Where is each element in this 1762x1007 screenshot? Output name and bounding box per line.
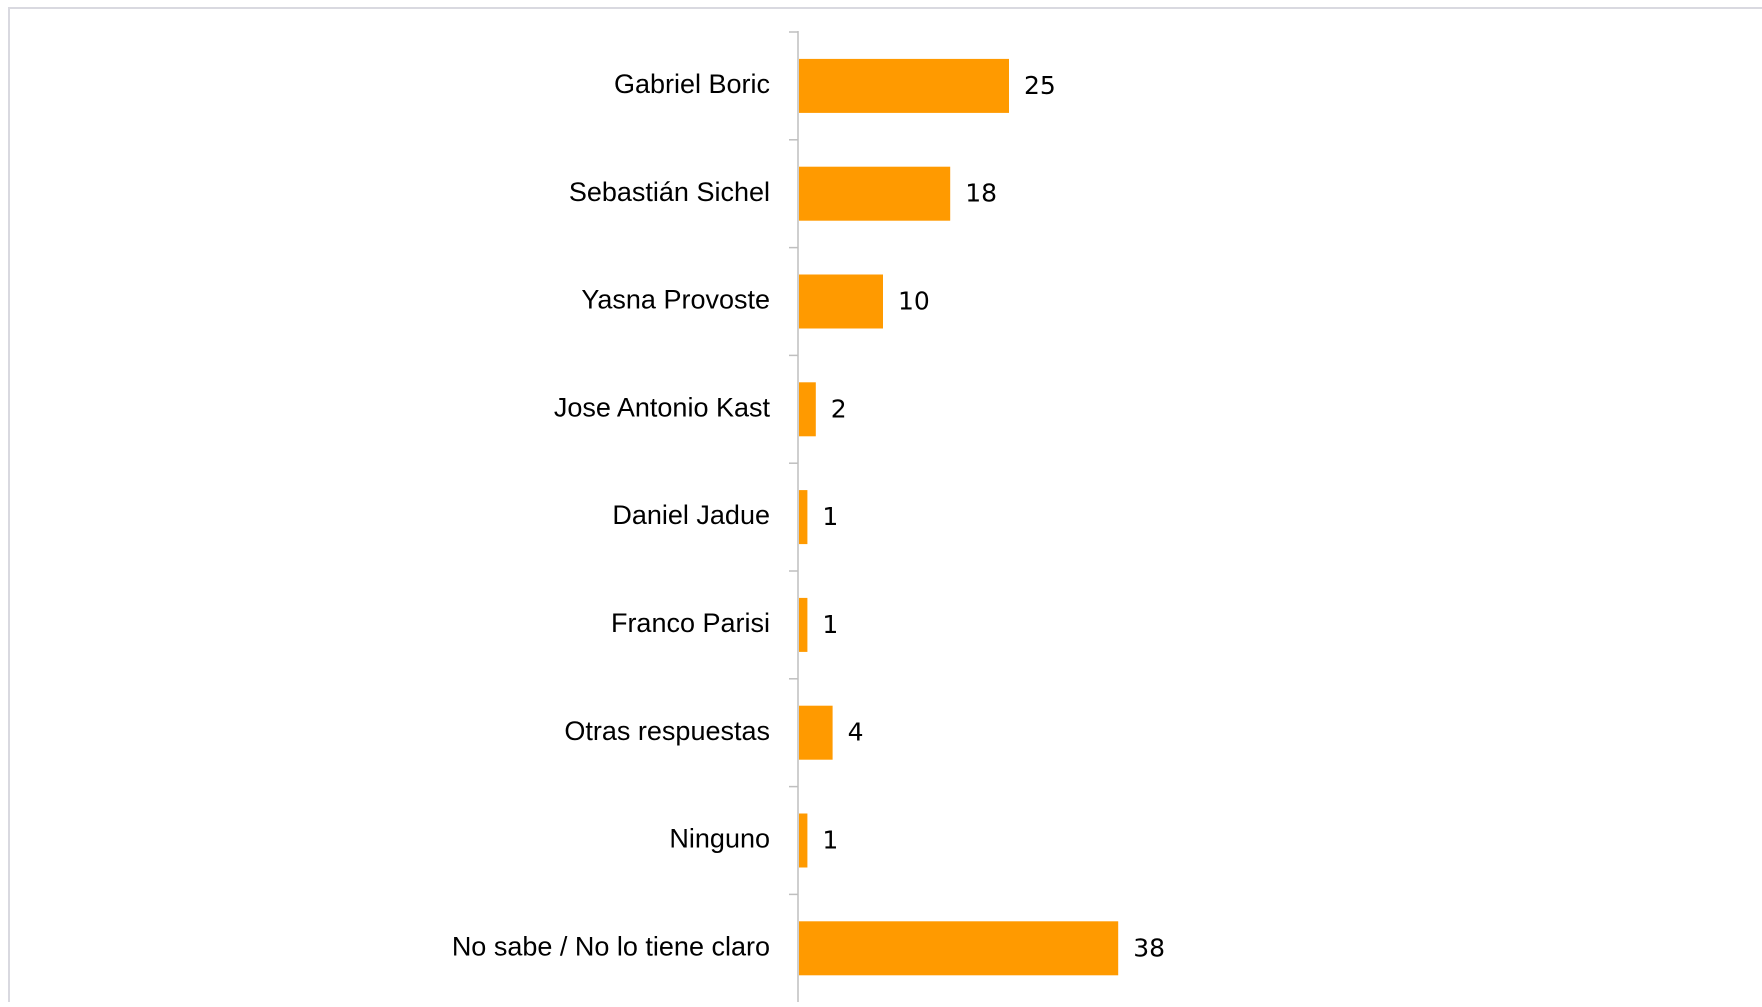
bar: [799, 166, 951, 221]
bar: [799, 58, 1009, 113]
value-label: 18: [965, 179, 997, 208]
chart-frame: [8, 7, 1762, 1007]
category-label: No sabe / No lo tiene claro: [452, 931, 770, 961]
category-label: Yasna Provoste: [581, 285, 770, 315]
category-label: Daniel Jadue: [612, 500, 770, 530]
category-label: Ninguno: [669, 824, 770, 854]
category-label: Otras respuestas: [564, 716, 770, 746]
bar: [799, 705, 833, 760]
bar: [799, 921, 1119, 976]
value-label: 10: [898, 287, 930, 316]
value-label: 1: [822, 826, 838, 855]
value-label: 1: [822, 502, 838, 531]
category-label: Franco Parisi: [611, 608, 770, 638]
category-label: Sebastián Sichel: [569, 177, 770, 207]
value-label: 1: [822, 610, 838, 639]
category-label: Gabriel Boric: [614, 69, 770, 99]
bar: [799, 382, 816, 437]
value-label: 2: [831, 394, 847, 423]
value-label: 25: [1024, 71, 1056, 100]
bar: [799, 597, 808, 652]
value-label: 4: [848, 718, 864, 747]
bar: [799, 274, 883, 329]
category-label: Jose Antonio Kast: [554, 392, 771, 422]
bar: [799, 490, 808, 545]
value-label: 38: [1133, 933, 1165, 962]
bar: [799, 813, 808, 868]
